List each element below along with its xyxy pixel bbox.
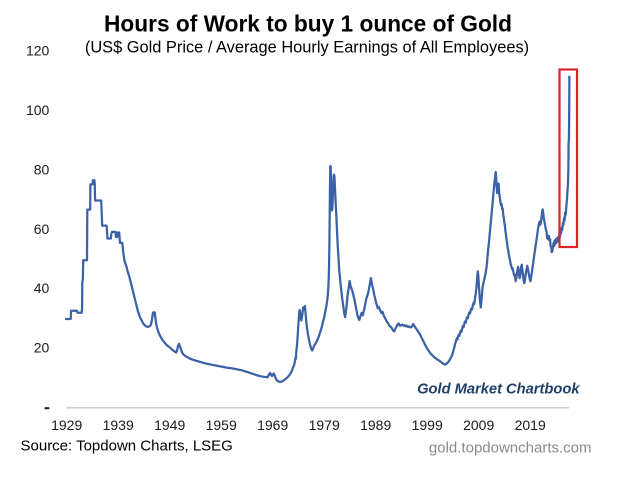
svg-text:20: 20	[34, 340, 50, 356]
svg-text:1949: 1949	[154, 417, 185, 433]
svg-text:1969: 1969	[257, 417, 288, 433]
svg-text:1979: 1979	[309, 417, 340, 433]
svg-text:1939: 1939	[103, 417, 134, 433]
svg-text:gold.topdowncharts.com: gold.topdowncharts.com	[429, 440, 592, 457]
svg-text:40: 40	[34, 280, 50, 296]
svg-text:2009: 2009	[463, 417, 494, 433]
svg-text:2019: 2019	[515, 417, 546, 433]
svg-text:Hours of Work to buy 1 ounce o: Hours of Work to buy 1 ounce of Gold	[104, 11, 512, 37]
svg-text:60: 60	[34, 221, 50, 237]
svg-text:120: 120	[26, 43, 50, 59]
svg-text:Gold Market Chartbook: Gold Market Chartbook	[417, 382, 580, 398]
svg-text:1989: 1989	[360, 417, 391, 433]
svg-text:1959: 1959	[206, 417, 237, 433]
svg-text:80: 80	[34, 161, 50, 177]
svg-text:1999: 1999	[412, 417, 443, 433]
svg-text:(US$ Gold Price / Average Hour: (US$ Gold Price / Average Hourly Earning…	[85, 39, 529, 57]
svg-text:1929: 1929	[51, 417, 82, 433]
svg-text:100: 100	[26, 102, 50, 118]
svg-text:Source: Topdown Charts, LSEG: Source: Topdown Charts, LSEG	[21, 438, 233, 455]
